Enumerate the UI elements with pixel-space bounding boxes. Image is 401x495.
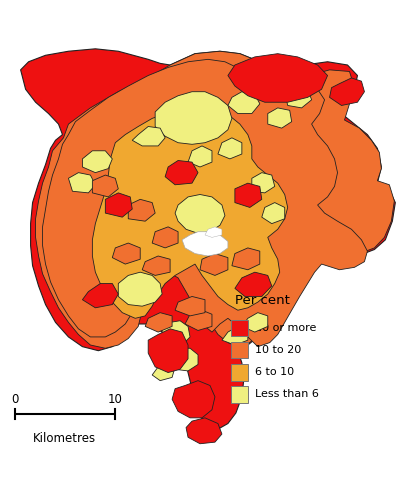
Text: 0: 0 <box>11 393 18 406</box>
Polygon shape <box>152 361 175 381</box>
Polygon shape <box>142 256 170 275</box>
Text: 20 or more: 20 or more <box>255 323 316 333</box>
Polygon shape <box>175 297 205 316</box>
Polygon shape <box>329 78 364 105</box>
Polygon shape <box>68 173 95 193</box>
Polygon shape <box>155 92 231 145</box>
Polygon shape <box>182 232 227 256</box>
Polygon shape <box>227 92 259 113</box>
Polygon shape <box>20 49 394 429</box>
Polygon shape <box>92 175 118 197</box>
Polygon shape <box>43 59 367 346</box>
Polygon shape <box>145 313 172 332</box>
Polygon shape <box>112 243 140 264</box>
Polygon shape <box>217 138 241 159</box>
Polygon shape <box>221 326 247 345</box>
Polygon shape <box>186 418 221 444</box>
FancyBboxPatch shape <box>231 342 247 358</box>
Text: Per cent: Per cent <box>235 294 289 306</box>
Polygon shape <box>284 86 311 108</box>
Text: 6 to 10: 6 to 10 <box>255 367 294 377</box>
Polygon shape <box>152 227 178 248</box>
Polygon shape <box>231 248 259 270</box>
Polygon shape <box>175 195 224 233</box>
Polygon shape <box>165 160 198 185</box>
FancyBboxPatch shape <box>231 364 247 381</box>
Polygon shape <box>118 272 162 306</box>
Polygon shape <box>241 313 267 332</box>
Polygon shape <box>234 183 261 207</box>
Polygon shape <box>200 253 227 275</box>
Polygon shape <box>168 348 198 371</box>
FancyBboxPatch shape <box>231 320 247 337</box>
Polygon shape <box>35 51 393 348</box>
Polygon shape <box>172 381 215 418</box>
Polygon shape <box>251 173 274 193</box>
Polygon shape <box>227 53 327 102</box>
Text: Kilometres: Kilometres <box>33 432 96 445</box>
Polygon shape <box>148 329 188 373</box>
Polygon shape <box>105 193 132 217</box>
Polygon shape <box>162 321 190 345</box>
Polygon shape <box>205 227 221 238</box>
Polygon shape <box>92 108 287 318</box>
Polygon shape <box>188 146 211 167</box>
Polygon shape <box>241 70 274 92</box>
Polygon shape <box>128 199 155 221</box>
Polygon shape <box>132 127 165 146</box>
Polygon shape <box>82 284 118 308</box>
Polygon shape <box>184 310 211 331</box>
Polygon shape <box>261 202 284 224</box>
Text: 10 to 20: 10 to 20 <box>255 345 301 355</box>
Polygon shape <box>234 272 271 297</box>
Polygon shape <box>82 151 112 173</box>
Text: Less than 6: Less than 6 <box>255 389 318 399</box>
FancyBboxPatch shape <box>231 386 247 402</box>
Text: 10: 10 <box>107 393 122 406</box>
Polygon shape <box>267 108 291 128</box>
